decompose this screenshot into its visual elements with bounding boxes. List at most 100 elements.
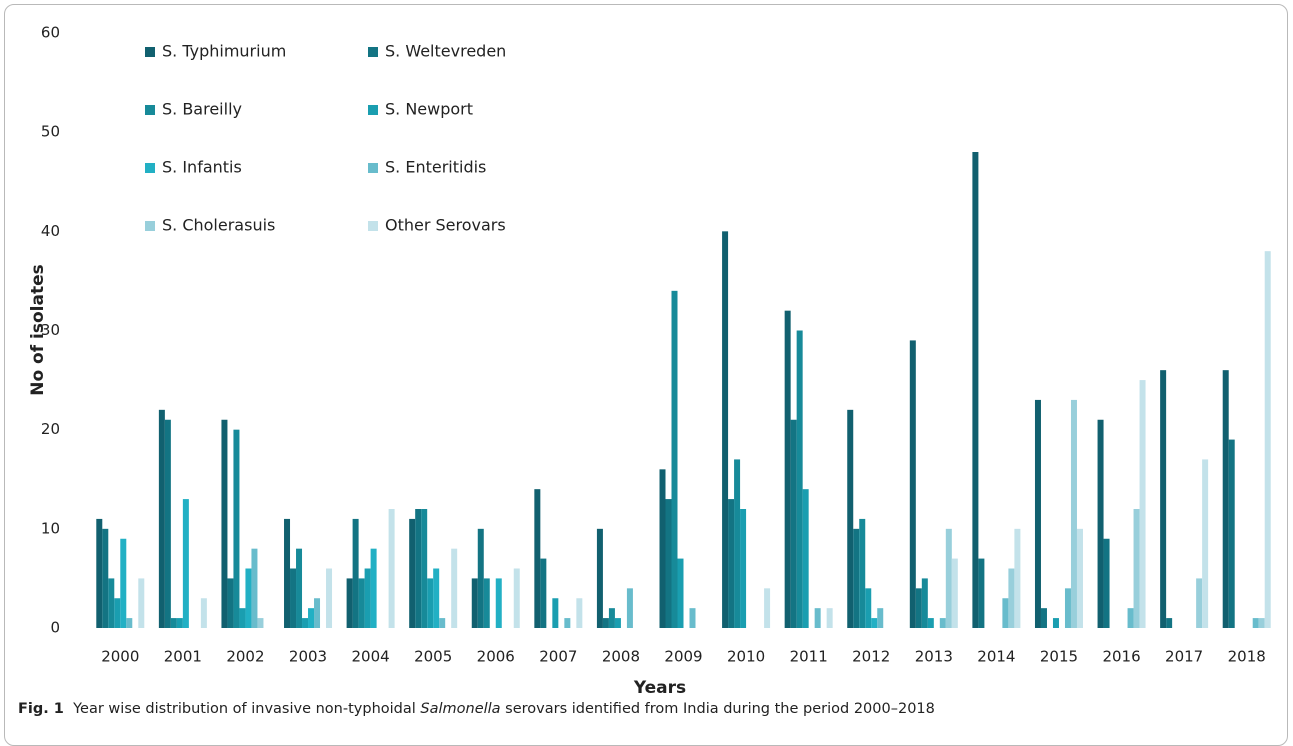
bar <box>158 409 165 628</box>
bar <box>358 578 365 628</box>
bar <box>734 459 741 628</box>
x-tick-label: 2009 <box>664 648 702 666</box>
y-tick-label: 20 <box>41 420 60 438</box>
bar <box>790 419 797 628</box>
bar <box>138 578 145 628</box>
x-tick-label: 2004 <box>352 648 390 666</box>
bar <box>451 548 458 628</box>
bar <box>677 558 684 628</box>
x-tick-label: 2011 <box>790 648 828 666</box>
bar <box>740 509 747 628</box>
bar <box>164 419 171 628</box>
bar <box>853 528 860 628</box>
bar <box>200 598 207 628</box>
bar <box>602 618 609 628</box>
caption-label: Fig. 1 <box>18 701 64 717</box>
bar <box>728 499 735 628</box>
bar <box>495 578 502 628</box>
bar <box>1103 538 1110 628</box>
bar <box>796 330 803 628</box>
x-tick-label: 2015 <box>1040 648 1078 666</box>
bar <box>784 310 791 628</box>
bar <box>326 568 333 628</box>
bar <box>1252 618 1259 628</box>
bar <box>114 598 121 628</box>
bar <box>909 340 916 628</box>
y-tick-label: 40 <box>41 222 60 240</box>
bar <box>847 409 854 628</box>
bar <box>1202 459 1209 628</box>
bar <box>415 509 422 628</box>
legend-swatch <box>368 221 378 231</box>
legend-swatch <box>145 221 155 231</box>
bar <box>96 518 103 628</box>
bar <box>1127 608 1134 628</box>
x-tick-label: 2010 <box>727 648 765 666</box>
legend-swatch <box>145 163 155 173</box>
legend-label: S. Cholerasuis <box>162 216 275 235</box>
bar <box>978 558 985 628</box>
bar <box>126 618 133 628</box>
bar <box>972 152 979 628</box>
legend-label: S. Infantis <box>162 158 242 177</box>
bar <box>921 578 928 628</box>
bar <box>877 608 884 628</box>
legend-swatch <box>145 47 155 57</box>
x-tick-label: 2018 <box>1228 648 1266 666</box>
bar <box>364 568 371 628</box>
bar <box>1196 578 1203 628</box>
legend-label: Other Serovars <box>385 216 506 235</box>
bar <box>513 568 520 628</box>
bar <box>576 598 583 628</box>
bar <box>915 588 922 628</box>
bar <box>170 618 177 628</box>
bar <box>1222 370 1229 628</box>
bar <box>665 499 672 628</box>
legend-label: S. Weltevreden <box>385 42 506 61</box>
bar <box>227 578 234 628</box>
bar <box>108 578 115 628</box>
bar <box>534 489 541 628</box>
bar <box>927 618 934 628</box>
x-tick-label: 2017 <box>1165 648 1203 666</box>
bar <box>409 518 416 628</box>
bar <box>439 618 446 628</box>
bar <box>1228 439 1235 628</box>
legend-swatch <box>368 47 378 57</box>
bar <box>233 429 240 628</box>
bar <box>483 578 490 628</box>
legend-swatch <box>368 163 378 173</box>
bar <box>764 588 771 628</box>
bar <box>1040 608 1047 628</box>
bar <box>120 538 127 628</box>
bar <box>1133 509 1140 628</box>
y-tick-label: 30 <box>41 321 60 339</box>
bar <box>671 290 678 628</box>
bar <box>421 509 428 628</box>
bar <box>871 618 878 628</box>
y-axis-title: No of isolates <box>28 264 48 396</box>
bar <box>1014 528 1021 628</box>
y-tick-label: 60 <box>41 24 60 42</box>
x-tick-label: 2001 <box>164 648 202 666</box>
bar <box>176 618 183 628</box>
bar <box>1097 419 1104 628</box>
bar <box>257 618 264 628</box>
y-tick-label: 0 <box>50 619 60 637</box>
bar <box>802 489 809 628</box>
bar <box>626 588 633 628</box>
caption: Fig. 1 Year wise distribution of invasiv… <box>18 701 935 717</box>
bar <box>1160 370 1167 628</box>
x-tick-label: 2016 <box>1102 648 1140 666</box>
bar <box>945 528 952 628</box>
legend-swatch <box>368 105 378 115</box>
x-tick-label: 2006 <box>477 648 515 666</box>
bar <box>1070 399 1077 628</box>
caption-italic: Salmonella <box>420 701 501 717</box>
bar <box>251 548 258 628</box>
bar <box>302 618 309 628</box>
y-tick-label: 10 <box>41 519 60 537</box>
bar <box>564 618 571 628</box>
bar <box>1002 598 1009 628</box>
bar <box>245 568 252 628</box>
